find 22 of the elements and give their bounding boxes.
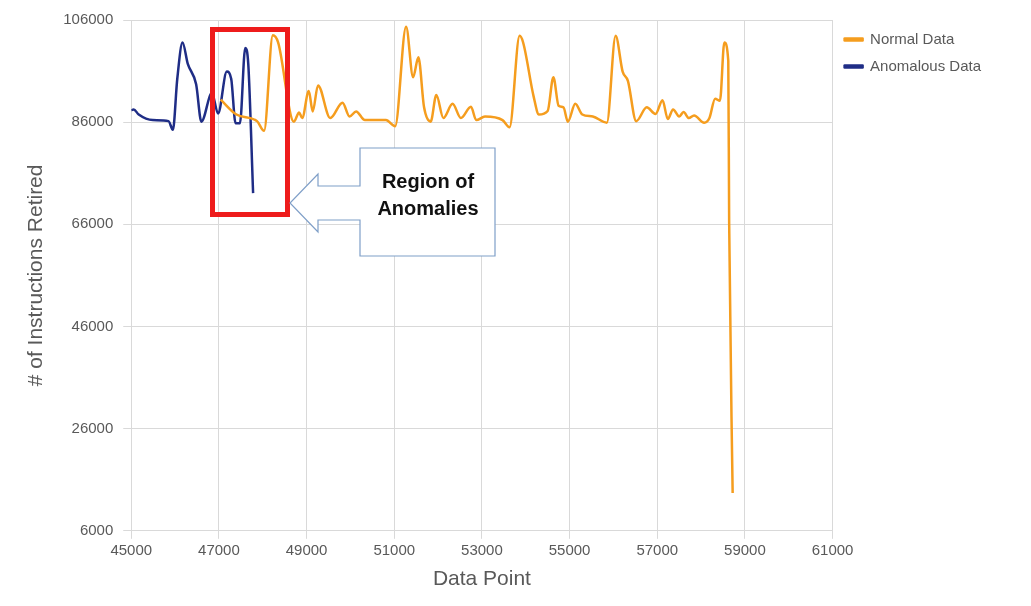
- y-axis-title: # of Instructions Retired: [23, 164, 47, 387]
- legend-label: Normal Data: [870, 29, 955, 47]
- y-tick-label: 86000: [71, 112, 114, 130]
- y-tick-label: 106000: [63, 10, 114, 28]
- legend-label: Anomalous Data: [870, 56, 982, 74]
- line-series: [219, 25, 734, 495]
- annotation: Region of Anomalies: [376, 169, 480, 221]
- x-axis-title: Data Point: [432, 566, 532, 590]
- x-tick-label: 53000: [461, 540, 503, 558]
- x-tick-label: 49000: [285, 540, 328, 558]
- y-tick-label: 66000: [71, 214, 114, 232]
- x-tick-label: 57000: [636, 540, 679, 558]
- y-tick-label: 26000: [71, 418, 114, 436]
- x-tick-label: 51000: [373, 540, 416, 558]
- y-tick-label: 46000: [71, 316, 114, 334]
- x-tick-label: 45000: [110, 540, 153, 558]
- y-tick-label: 6000: [79, 520, 114, 538]
- x-tick-label: 61000: [811, 540, 854, 558]
- x-tick-label: 59000: [724, 540, 766, 558]
- line-series: [131, 41, 255, 195]
- x-tick-label: 55000: [548, 540, 591, 558]
- x-tick-label: 47000: [198, 540, 240, 558]
